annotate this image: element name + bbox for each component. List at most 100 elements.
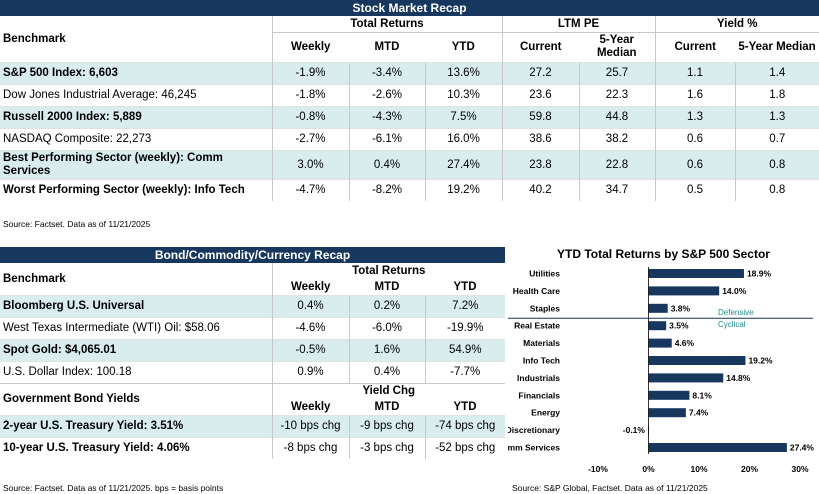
data-label: -0.1% (623, 425, 646, 435)
table-row: Dow Jones Industrial Average: 46,245 -1.… (0, 83, 819, 106)
cell-ytd: 54.9% (424, 338, 505, 361)
cell-mtd: 1.6% (348, 338, 425, 361)
cell-weekly: -10 bps chg (271, 414, 349, 437)
table-row: Best Performing Sector (weekly): Comm Se… (0, 149, 819, 179)
bond-col-weekly: Weekly (271, 279, 349, 295)
category-label: Energy (531, 408, 560, 418)
bond-col-ytd: YTD (453, 280, 477, 293)
stock-recap-table: Stock Market Recap Benchmark Total Retur… (0, 0, 819, 201)
cell-yield-current: 0.5 (654, 178, 735, 201)
cell-mtd: -3.4% (348, 61, 425, 84)
bar (648, 286, 720, 296)
category-label: Materials (523, 338, 560, 348)
row-name: Best Performing Sector (weekly): Comm Se… (0, 149, 272, 179)
row-name: 2-year U.S. Treasury Yield: 3.51% (0, 414, 272, 437)
stock-col-yield-median: 5-Year Median (738, 40, 816, 53)
cell-weekly: -4.7% (271, 178, 349, 201)
bond-source-note: Source: Factset. Data as of 11/21/2025. … (3, 483, 224, 493)
cell-mtd: -6.0% (348, 316, 425, 339)
bar (648, 303, 668, 313)
category-label: Comm Services (508, 443, 560, 453)
cell-ytd: -19.9% (424, 316, 505, 339)
row-name: NASDAQ Composite: 22,273 (0, 127, 272, 150)
cell-mtd: -6.1% (348, 127, 425, 150)
category-label: Real Estate (514, 321, 560, 331)
row-name: Bloomberg U.S. Universal (0, 294, 272, 317)
x-tick-label: 30% (791, 464, 808, 474)
cell-weekly: -4.6% (271, 316, 349, 339)
cell-ytd: 16.0% (424, 127, 502, 150)
bar (648, 373, 724, 383)
table-row: Worst Performing Sector (weekly): Info T… (0, 178, 819, 201)
data-label: 4.6% (675, 338, 695, 348)
cell-ytd: 27.4% (424, 149, 502, 179)
table-row: S&P 500 Index: 6,603 -1.9% -3.4% 13.6% 2… (0, 61, 819, 84)
row-name: S&P 500 Index: 6,603 (0, 61, 272, 84)
stock-col-mtd: MTD (374, 41, 400, 53)
cell-pe-current: 40.2 (501, 178, 579, 201)
cell-mtd: -8.2% (348, 178, 425, 201)
category-label: Utilities (529, 269, 560, 279)
data-label: 27.4% (790, 443, 815, 453)
cell-ytd: 19.2% (424, 178, 502, 201)
bar (648, 321, 667, 331)
data-label: 8.1% (692, 390, 712, 400)
cell-pe-median: 44.8 (578, 105, 655, 128)
cell-weekly: -8 bps chg (271, 436, 349, 459)
stock-yield-header: Yield % (654, 16, 819, 33)
cell-weekly: 0.9% (271, 360, 349, 383)
gov-col-weekly: Weekly (271, 399, 349, 415)
cell-ytd: -74 bps chg (424, 414, 505, 437)
bar (648, 356, 746, 365)
cell-pe-current: 38.6 (501, 127, 579, 150)
bond-col-mtd: MTD (374, 280, 400, 293)
table-row: Spot Gold: $4,065.01 -0.5% 1.6% 54.9% (0, 338, 505, 361)
cell-yield-current: 0.6 (654, 149, 735, 179)
data-label: 7.4% (689, 408, 709, 418)
stock-col-ytd: YTD (451, 41, 475, 53)
cell-weekly: -2.7% (271, 127, 349, 150)
data-label: 19.2% (748, 356, 773, 366)
cell-mtd: 0.4% (348, 149, 425, 179)
data-label: 14.8% (726, 373, 751, 383)
category-label: Industrials (517, 373, 560, 383)
stock-total-returns-header: Total Returns (271, 16, 502, 33)
data-label: 3.8% (671, 303, 691, 313)
table-row: Bloomberg U.S. Universal 0.4% 0.2% 7.2% (0, 294, 505, 317)
category-label: Staples (530, 303, 561, 313)
cell-pe-current: 23.8 (501, 149, 579, 179)
row-name: 10-year U.S. Treasury Yield: 4.06% (0, 436, 272, 459)
cell-yield-current: 0.6 (654, 127, 735, 150)
category-label: Discretionary (508, 425, 560, 435)
bar (648, 443, 787, 452)
cell-yield-median: 1.8 (734, 83, 819, 106)
cell-pe-median: 38.2 (578, 127, 655, 150)
cell-mtd: 0.4% (348, 360, 425, 383)
bond-recap-table: Bond/Commodity/Currency Recap Benchmark … (0, 247, 505, 459)
x-tick-label: 20% (741, 464, 758, 474)
cell-mtd: 0.2% (348, 294, 425, 317)
cell-mtd: -4.3% (348, 105, 425, 128)
row-name: U.S. Dollar Index: 100.18 (0, 360, 272, 383)
table-row: U.S. Dollar Index: 100.18 0.9% 0.4% -7.7… (0, 360, 505, 383)
cell-weekly: -1.9% (271, 61, 349, 84)
chart-title: YTD Total Returns by S&P 500 Sector (557, 247, 770, 261)
yield-chg-header: Yield Chg (271, 383, 505, 399)
stock-source-note: Source: Factset. Data as of 11/21/2025 (3, 219, 151, 229)
cell-yield-median: 0.8 (734, 149, 819, 179)
cell-weekly: 3.0% (271, 149, 349, 179)
row-name: Spot Gold: $4,065.01 (0, 338, 272, 361)
bond-benchmark-header: Benchmark (3, 272, 66, 285)
cell-yield-median: 1.4 (734, 61, 819, 84)
cell-weekly: -0.5% (271, 338, 349, 361)
sector-bar-chart: Utilities 18.9% Health Care 14.0% Staples 3.8… (508, 267, 815, 474)
x-tick-label: 10% (690, 464, 707, 474)
table-row: West Texas Intermediate (WTI) Oil: $58.0… (0, 316, 505, 339)
x-tick-label: -10% (588, 464, 608, 474)
bar (648, 269, 744, 278)
cell-weekly: 0.4% (271, 294, 349, 317)
cell-yield-current: 1.1 (654, 61, 735, 84)
cell-ytd: -52 bps chg (424, 436, 505, 459)
bar (648, 390, 690, 400)
stock-col-yield-current: Current (654, 32, 735, 62)
